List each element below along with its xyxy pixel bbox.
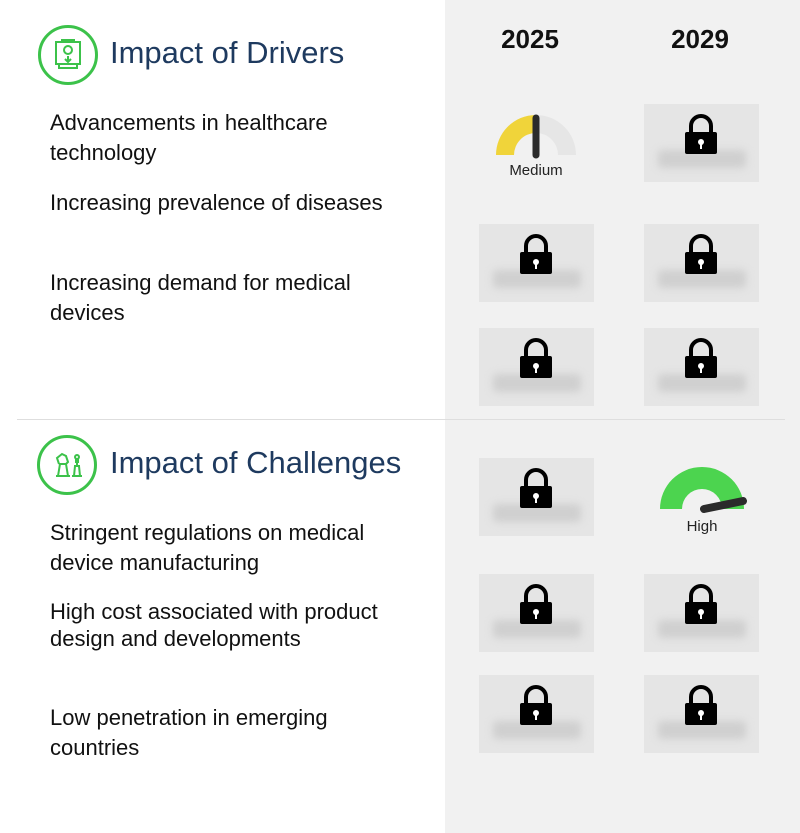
- challenges-title: Impact of Challenges: [110, 445, 402, 480]
- locked-cell[interactable]: [644, 104, 759, 182]
- chess-pieces-icon: [37, 435, 97, 495]
- lock-icon: [520, 584, 552, 624]
- challenge-item: High cost associated with product design…: [50, 599, 378, 651]
- settings-monitor-icon: [38, 25, 98, 85]
- drivers-title: Impact of Drivers: [110, 35, 345, 70]
- section-divider: [17, 419, 785, 420]
- lock-icon: [520, 234, 552, 274]
- locked-cell[interactable]: [644, 675, 759, 753]
- driver-item: Increasing prevalence of diseases: [50, 190, 383, 215]
- year-2025-header: 2025: [501, 24, 559, 54]
- challenge-item: Low penetration in emerging countries: [50, 705, 328, 760]
- lock-icon: [685, 114, 717, 154]
- locked-cell[interactable]: [644, 574, 759, 652]
- locked-cell[interactable]: [479, 458, 594, 536]
- locked-cell[interactable]: [479, 224, 594, 302]
- lock-icon: [685, 234, 717, 274]
- locked-cell[interactable]: [644, 224, 759, 302]
- gauge-label: High: [686, 518, 718, 535]
- impact-gauge-medium: Medium: [476, 110, 596, 190]
- lock-icon: [685, 584, 717, 624]
- challenge-item: Stringent regulations on medical device …: [50, 520, 365, 575]
- gauge-label: Medium: [509, 162, 563, 179]
- lock-icon: [520, 685, 552, 725]
- driver-item: Advancements in healthcare technology: [50, 110, 328, 165]
- driver-item: Increasing demand for medical devices: [50, 270, 351, 325]
- impact-gauge-high: High: [642, 464, 762, 544]
- locked-cell[interactable]: [479, 574, 594, 652]
- year-2029-header: 2029: [671, 24, 729, 54]
- locked-cell[interactable]: [479, 328, 594, 406]
- locked-cell[interactable]: [479, 675, 594, 753]
- lock-icon: [685, 338, 717, 378]
- lock-icon: [520, 338, 552, 378]
- lock-icon: [520, 468, 552, 508]
- locked-cell[interactable]: [644, 328, 759, 406]
- lock-icon: [685, 685, 717, 725]
